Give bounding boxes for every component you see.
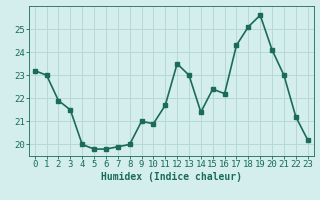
X-axis label: Humidex (Indice chaleur): Humidex (Indice chaleur)	[101, 172, 242, 182]
